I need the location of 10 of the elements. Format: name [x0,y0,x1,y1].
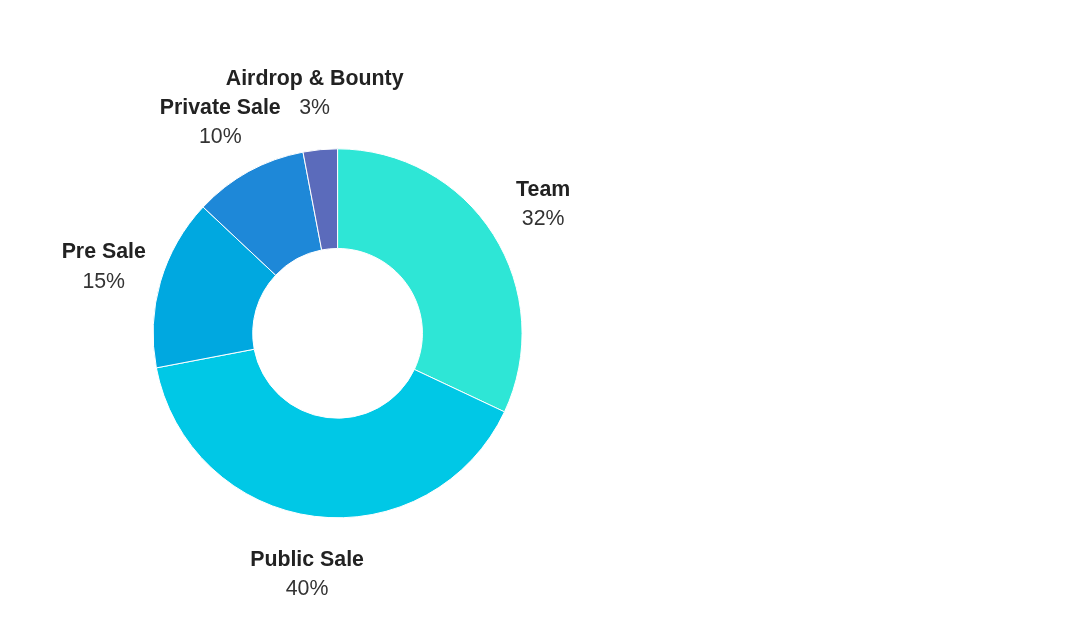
slice-label: Airdrop & Bounty [225,66,404,90]
slice-label: Pre Sale [61,239,146,264]
slice-label: Public Sale [250,546,365,571]
slice-label: Private Sale [159,94,281,119]
data-label: 40% [285,575,329,600]
data-label: 10% [198,124,242,149]
data-label: 3% [299,95,331,120]
data-label: 15% [82,268,126,293]
data-label: 32% [521,206,565,231]
slice-label: Team [516,177,571,202]
